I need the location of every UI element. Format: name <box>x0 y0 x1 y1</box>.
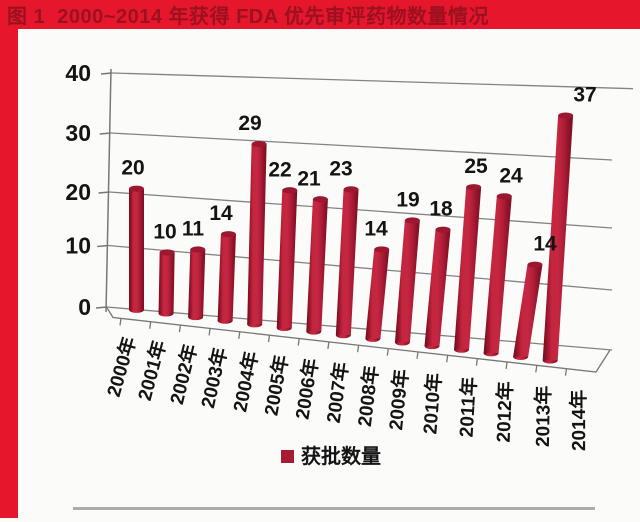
value-label-2002年: 11 <box>182 218 205 241</box>
y-tick-20 <box>98 191 110 194</box>
left-red-strip <box>0 29 18 518</box>
x-tick <box>535 365 538 373</box>
x-label-2007年: 2007年 <box>322 361 353 425</box>
x-label-2010年: 2010年 <box>418 372 446 435</box>
legend-color-swatch <box>281 449 294 463</box>
bar-2012年 <box>483 193 512 357</box>
x-tick <box>297 338 300 346</box>
gridline-30 <box>110 132 613 161</box>
value-label-2005年: 22 <box>268 158 291 181</box>
value-label-2000年: 20 <box>121 157 144 180</box>
x-tick <box>356 345 360 353</box>
x-label-2004年: 2004年 <box>228 349 263 414</box>
y-tick-label-20: 20 <box>65 179 91 205</box>
y-tick-label-40: 40 <box>65 60 91 86</box>
value-label-2009年: 19 <box>396 188 419 211</box>
x-label-2002年: 2002年 <box>165 342 202 407</box>
bar-2000年 <box>129 185 144 313</box>
bar-2001年 <box>158 249 175 317</box>
y-tick-0 <box>95 306 108 309</box>
bar-2006年 <box>306 196 328 335</box>
value-label-2004年: 29 <box>238 112 261 135</box>
y-axis-line <box>105 68 112 313</box>
x-label-2005年: 2005年 <box>259 353 293 417</box>
y-tick-label-10: 10 <box>65 233 91 259</box>
x-label-2014年: 2014年 <box>567 390 590 451</box>
labels-group: 010203040202000年102001年112002年142003年292… <box>65 60 596 451</box>
x-tick <box>149 321 152 329</box>
x-label-2006年: 2006年 <box>291 357 323 421</box>
x-tick <box>446 355 449 363</box>
x-tick <box>475 358 479 366</box>
bar-2004年 <box>247 140 267 328</box>
x-label-2011年: 2011年 <box>455 376 481 437</box>
bar-2003年 <box>217 231 236 324</box>
value-label-2010年: 18 <box>429 198 453 221</box>
value-label-2007年: 23 <box>329 157 352 180</box>
chart-legend: 获批数量 <box>281 440 381 469</box>
x-label-2003年: 2003年 <box>196 345 232 410</box>
x-tick <box>178 325 182 333</box>
bar-2010年 <box>424 226 451 350</box>
x-tick <box>208 328 211 336</box>
x-label-2009年: 2009年 <box>384 368 413 431</box>
gridline-40 <box>111 72 634 90</box>
y-tick-label-0: 0 <box>78 294 91 320</box>
y-tick-30 <box>99 132 111 135</box>
y-tick-10 <box>97 244 109 248</box>
x-tick <box>119 318 122 326</box>
legend-series-label: 获批数量 <box>301 446 381 468</box>
bar-2011年 <box>454 184 482 353</box>
x-tick <box>267 335 271 343</box>
x-tick <box>386 348 389 356</box>
x-label-2000年: 2000年 <box>102 334 141 399</box>
x-label-2008年: 2008年 <box>353 364 383 428</box>
x-label-2013年: 2013年 <box>531 385 555 447</box>
bar-2009年 <box>394 217 420 346</box>
value-label-2014年: 37 <box>573 84 596 107</box>
bar-2013年 <box>513 261 543 360</box>
y-tick-label-30: 30 <box>65 120 91 146</box>
bars-group <box>129 112 574 364</box>
x-label-2012年: 2012年 <box>492 381 517 443</box>
x-tick <box>327 341 330 349</box>
x-tick <box>238 331 241 339</box>
bottom-divider-line <box>73 507 595 510</box>
value-label-2013年: 14 <box>533 233 557 256</box>
value-label-2006年: 21 <box>297 167 321 190</box>
bar-2007年 <box>335 186 359 339</box>
figure-caption-text: 图 1 2000~2014 年获得 FDA 优先审评药物数量情况 <box>7 6 489 28</box>
gridline-20 <box>109 191 613 229</box>
bar-2008年 <box>365 246 390 342</box>
value-label-2001年: 10 <box>153 220 176 243</box>
bar-2014年 <box>542 112 574 364</box>
value-label-2003年: 14 <box>209 202 233 225</box>
x-tick <box>505 361 508 370</box>
bar-2002年 <box>188 246 206 321</box>
value-label-2012年: 24 <box>499 164 523 187</box>
bar-2005年 <box>276 187 298 332</box>
axes-group <box>95 68 611 376</box>
figure-caption-bar: 图 1 2000~2014 年获得 FDA 优先审评药物数量情况 <box>0 0 640 29</box>
value-label-2011年: 25 <box>464 155 488 178</box>
chart-floor-edge <box>105 306 611 373</box>
value-label-2008年: 14 <box>364 217 388 240</box>
x-tick <box>564 368 568 376</box>
x-tick <box>416 351 419 359</box>
